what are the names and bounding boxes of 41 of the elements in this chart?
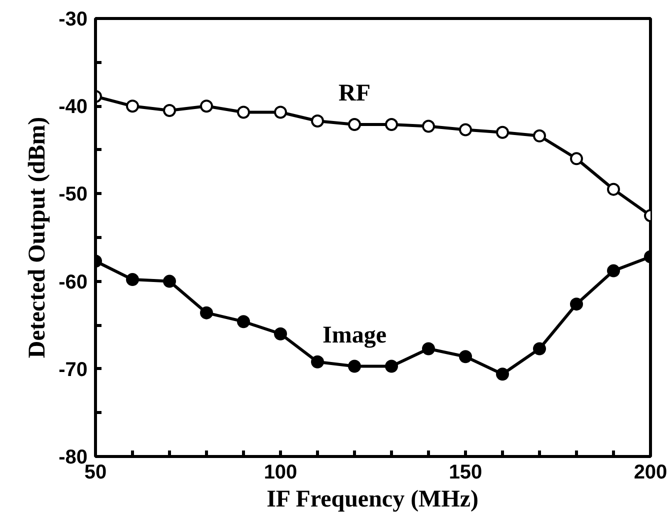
point — [237, 106, 250, 119]
y-axis-title: Detected Output (dBm) — [24, 116, 51, 358]
point — [348, 118, 361, 131]
point — [163, 274, 176, 288]
point — [348, 360, 361, 373]
point — [200, 100, 213, 113]
y-tick-label: -40 — [58, 96, 88, 118]
point — [496, 368, 509, 381]
point — [422, 120, 435, 133]
point — [533, 342, 546, 356]
y-tick-label: -30 — [58, 8, 88, 30]
point — [385, 118, 398, 131]
x-tick-label: 50 — [84, 462, 107, 484]
point — [607, 264, 620, 278]
point — [607, 182, 620, 196]
x-tick-label: 100 — [264, 462, 298, 484]
point — [570, 298, 583, 311]
point — [459, 350, 472, 364]
point — [126, 273, 139, 286]
point — [459, 123, 472, 136]
point — [200, 306, 213, 320]
point — [496, 126, 509, 139]
x-tick-label: 150 — [448, 462, 482, 484]
y-tick-label: -60 — [58, 271, 88, 294]
series-label: Image — [322, 322, 387, 348]
y-tick-label: -50 — [58, 184, 88, 206]
point — [237, 315, 250, 328]
y-tick-label: -70 — [58, 358, 88, 381]
point — [533, 129, 546, 142]
point — [274, 327, 287, 340]
series-label: RF — [338, 80, 371, 106]
point — [422, 342, 435, 356]
point — [126, 100, 139, 113]
x-axis-title: IF Frequency (MHz) — [266, 486, 479, 512]
point — [163, 104, 176, 117]
point — [570, 152, 583, 166]
point — [311, 355, 324, 368]
point — [274, 106, 287, 119]
point — [311, 114, 324, 128]
point — [385, 360, 398, 373]
x-tick-label: 200 — [634, 462, 668, 484]
